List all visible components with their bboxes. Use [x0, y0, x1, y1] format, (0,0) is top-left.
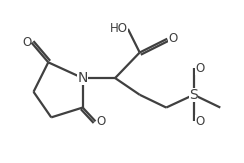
Text: N: N — [78, 71, 88, 85]
Text: S: S — [189, 88, 198, 102]
Text: O: O — [195, 115, 204, 128]
Text: HO: HO — [110, 22, 128, 35]
Text: O: O — [195, 62, 204, 75]
Text: O: O — [97, 115, 106, 128]
Text: O: O — [22, 36, 31, 49]
Text: O: O — [169, 32, 178, 45]
